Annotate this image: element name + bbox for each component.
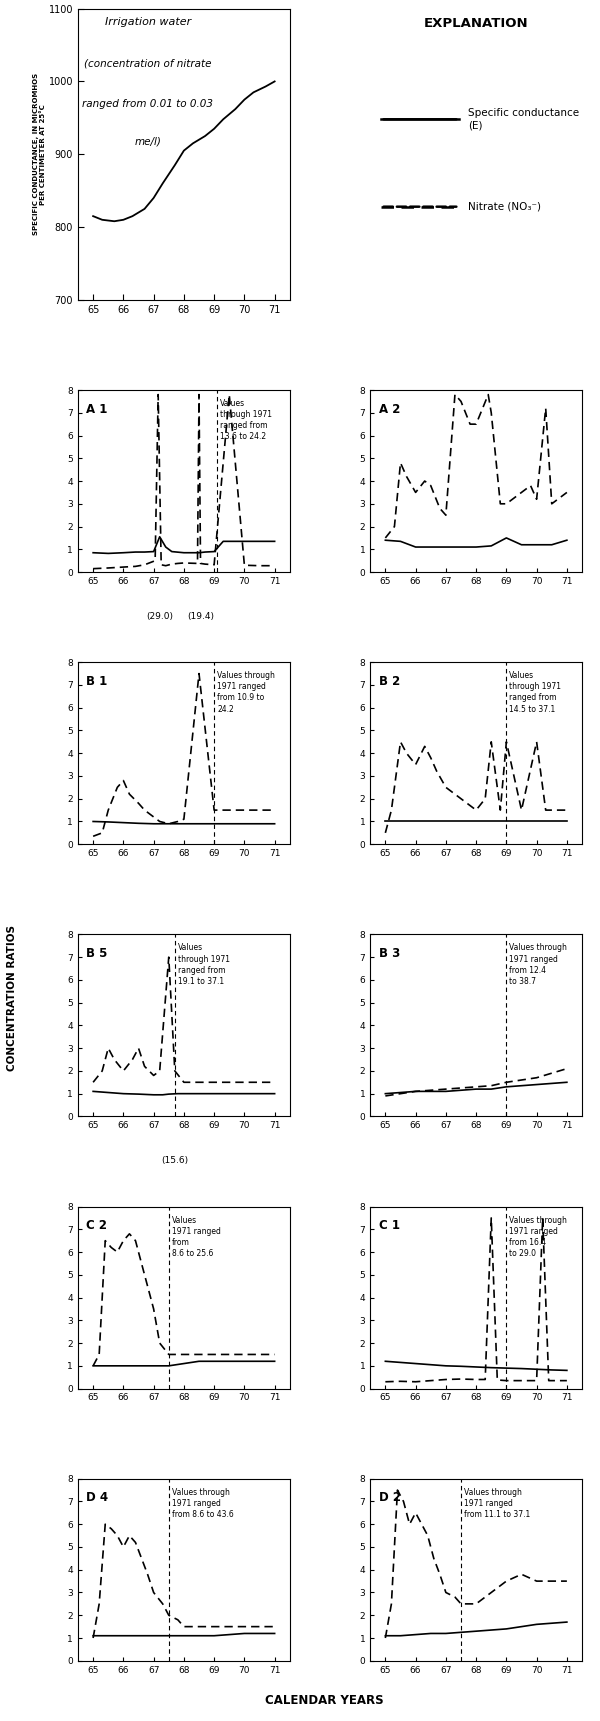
Text: Values through
1971 ranged
from 8.6 to 43.6: Values through 1971 ranged from 8.6 to 4…	[172, 1489, 233, 1520]
Text: Nitrate (NO₃⁻): Nitrate (NO₃⁻)	[467, 201, 541, 212]
Text: me/l): me/l)	[134, 136, 161, 146]
Text: (29.0): (29.0)	[146, 613, 173, 621]
Text: Values through
1971 ranged
from 12.4
to 38.7: Values through 1971 ranged from 12.4 to …	[509, 943, 567, 986]
Text: CALENDAR YEARS: CALENDAR YEARS	[265, 1693, 383, 1707]
Text: Values
1971 ranged
from
8.6 to 25.6: Values 1971 ranged from 8.6 to 25.6	[172, 1215, 221, 1258]
Y-axis label: SPECIFIC CONDUCTANCE, IN MICROMHOS
PER CENTIMETER AT 25°C: SPECIFIC CONDUCTANCE, IN MICROMHOS PER C…	[33, 74, 46, 236]
Text: C 1: C 1	[379, 1218, 400, 1232]
Text: Values
through 1971
ranged from
13.6 to 24.2: Values through 1971 ranged from 13.6 to …	[220, 399, 272, 441]
Text: C 2: C 2	[86, 1218, 107, 1232]
Text: (concentration of nitrate: (concentration of nitrate	[84, 59, 212, 69]
Text: B 3: B 3	[379, 947, 400, 960]
Text: Irrigation water: Irrigation water	[105, 17, 191, 28]
Text: A 1: A 1	[86, 403, 108, 416]
Text: A 2: A 2	[379, 403, 400, 416]
Text: Values
through 1971
ranged from
19.1 to 37.1: Values through 1971 ranged from 19.1 to …	[178, 943, 230, 986]
Text: (19.4): (19.4)	[187, 613, 214, 621]
Text: B 1: B 1	[86, 675, 108, 688]
Text: Values through
1971 ranged
from 11.1 to 37.1: Values through 1971 ranged from 11.1 to …	[464, 1489, 530, 1520]
Text: ranged from 0.01 to 0.03: ranged from 0.01 to 0.03	[82, 98, 214, 108]
Text: CONCENTRATION RATIOS: CONCENTRATION RATIOS	[7, 926, 17, 1070]
Text: (15.6): (15.6)	[161, 1157, 188, 1165]
Text: Values through
1971 ranged
from 10.9 to
24.2: Values through 1971 ranged from 10.9 to …	[217, 671, 275, 714]
Text: B 5: B 5	[86, 947, 108, 960]
Text: Specific conductance
(E): Specific conductance (E)	[467, 108, 579, 131]
Text: Values through
1971 ranged
from 16.4
to 29.0: Values through 1971 ranged from 16.4 to …	[509, 1215, 567, 1258]
Text: B 2: B 2	[379, 675, 400, 688]
Text: D 4: D 4	[86, 1492, 109, 1504]
Text: D 2: D 2	[379, 1492, 401, 1504]
Text: Values
through 1971
ranged from
14.5 to 37.1: Values through 1971 ranged from 14.5 to …	[509, 671, 562, 714]
Text: EXPLANATION: EXPLANATION	[424, 17, 529, 31]
